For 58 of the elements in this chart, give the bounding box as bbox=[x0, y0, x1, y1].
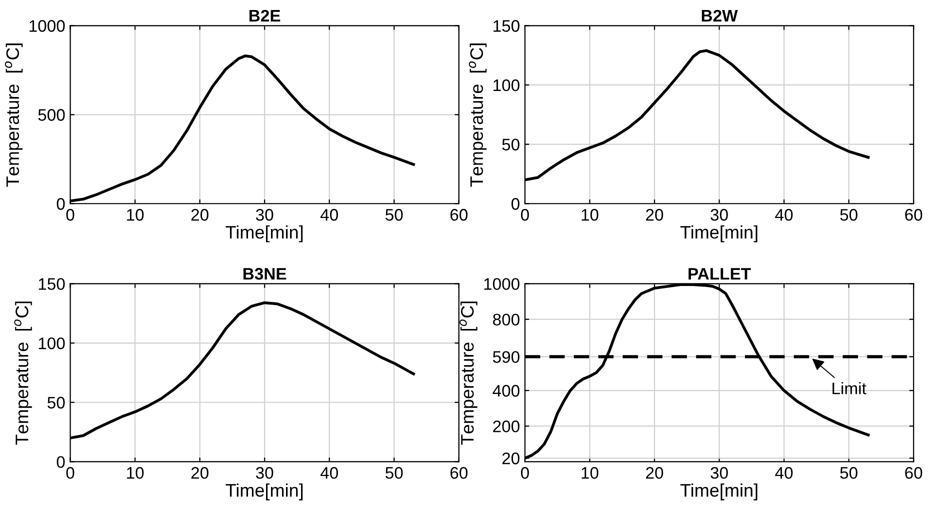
annotation: Limit bbox=[832, 382, 866, 394]
x-tick-label: 40 bbox=[775, 208, 793, 221]
y-axis-title: Temperature [$^{o}$C] bbox=[468, 44, 487, 187]
y-tick-label: 800 bbox=[493, 314, 520, 326]
y-tick-label: 400 bbox=[492, 384, 520, 397]
x-tick-label: 10 bbox=[582, 467, 598, 479]
x-tick-label: 50 bbox=[386, 467, 403, 479]
y-tick-label: 1000 bbox=[484, 278, 520, 290]
x-tick-label: 30 bbox=[256, 467, 274, 479]
y-axis-title: Temperature [$^{o}$C] bbox=[460, 302, 478, 445]
y-tick-label: 200 bbox=[493, 420, 520, 432]
y-tick-label: 0 bbox=[56, 456, 65, 468]
y-tick-label: 20 bbox=[502, 452, 520, 464]
y-tick-label: 0 bbox=[56, 198, 65, 210]
x-axis-title: Time[min] bbox=[680, 225, 758, 242]
x-axis-title: Time[min] bbox=[226, 483, 303, 500]
x-tick-label: 0 bbox=[520, 208, 529, 221]
x-tick-label: 60 bbox=[450, 467, 468, 479]
y-axis-title: Temperature [$^{o}$C] bbox=[14, 302, 32, 445]
y-tick-label: 50 bbox=[48, 396, 65, 409]
x-tick-label: 10 bbox=[582, 208, 598, 221]
x-axis-title: Time[min] bbox=[680, 483, 758, 500]
x-tick-label: 50 bbox=[386, 208, 403, 221]
chart-title: B2E bbox=[249, 10, 280, 22]
y-tick-label: 100 bbox=[494, 79, 520, 92]
x-tick-label: 30 bbox=[256, 208, 274, 221]
chart-title: PALLET bbox=[688, 268, 751, 280]
x-tick-label: 20 bbox=[191, 467, 208, 479]
x-axis-title: Time[min] bbox=[226, 225, 303, 242]
x-tick-label: 0 bbox=[66, 467, 74, 479]
x-tick-label: 60 bbox=[905, 467, 922, 479]
x-tick-label: 10 bbox=[127, 467, 144, 479]
x-tick-label: 60 bbox=[450, 208, 468, 221]
y-tick-label: 150 bbox=[38, 278, 65, 290]
chart-title: B2W bbox=[702, 10, 738, 22]
y-tick-label: 500 bbox=[38, 109, 65, 121]
y-axis-title: Temperature [$^{o}$C] bbox=[4, 44, 23, 187]
x-tick-label: 20 bbox=[646, 467, 664, 479]
x-tick-label: 40 bbox=[775, 467, 793, 479]
chart-title: B3NE bbox=[243, 268, 286, 280]
x-tick-label: 10 bbox=[127, 208, 144, 221]
y-tick-label: 150 bbox=[494, 20, 520, 32]
x-tick-label: 50 bbox=[840, 208, 858, 221]
y-tick-label: 590 bbox=[492, 351, 520, 363]
y-tick-label: 0 bbox=[511, 198, 520, 210]
x-tick-label: 40 bbox=[320, 467, 338, 479]
x-tick-label: 60 bbox=[905, 208, 922, 221]
x-tick-label: 0 bbox=[66, 208, 74, 221]
x-tick-label: 50 bbox=[840, 467, 858, 479]
y-tick-label: 1000 bbox=[30, 20, 65, 32]
x-tick-label: 20 bbox=[191, 208, 208, 221]
y-tick-label: 50 bbox=[502, 138, 520, 151]
x-tick-label: 40 bbox=[320, 208, 338, 221]
x-tick-label: 30 bbox=[710, 208, 728, 221]
y-tick-label: 100 bbox=[38, 337, 65, 350]
x-tick-label: 0 bbox=[520, 467, 529, 479]
x-tick-label: 20 bbox=[646, 208, 664, 221]
x-tick-label: 30 bbox=[710, 467, 728, 479]
